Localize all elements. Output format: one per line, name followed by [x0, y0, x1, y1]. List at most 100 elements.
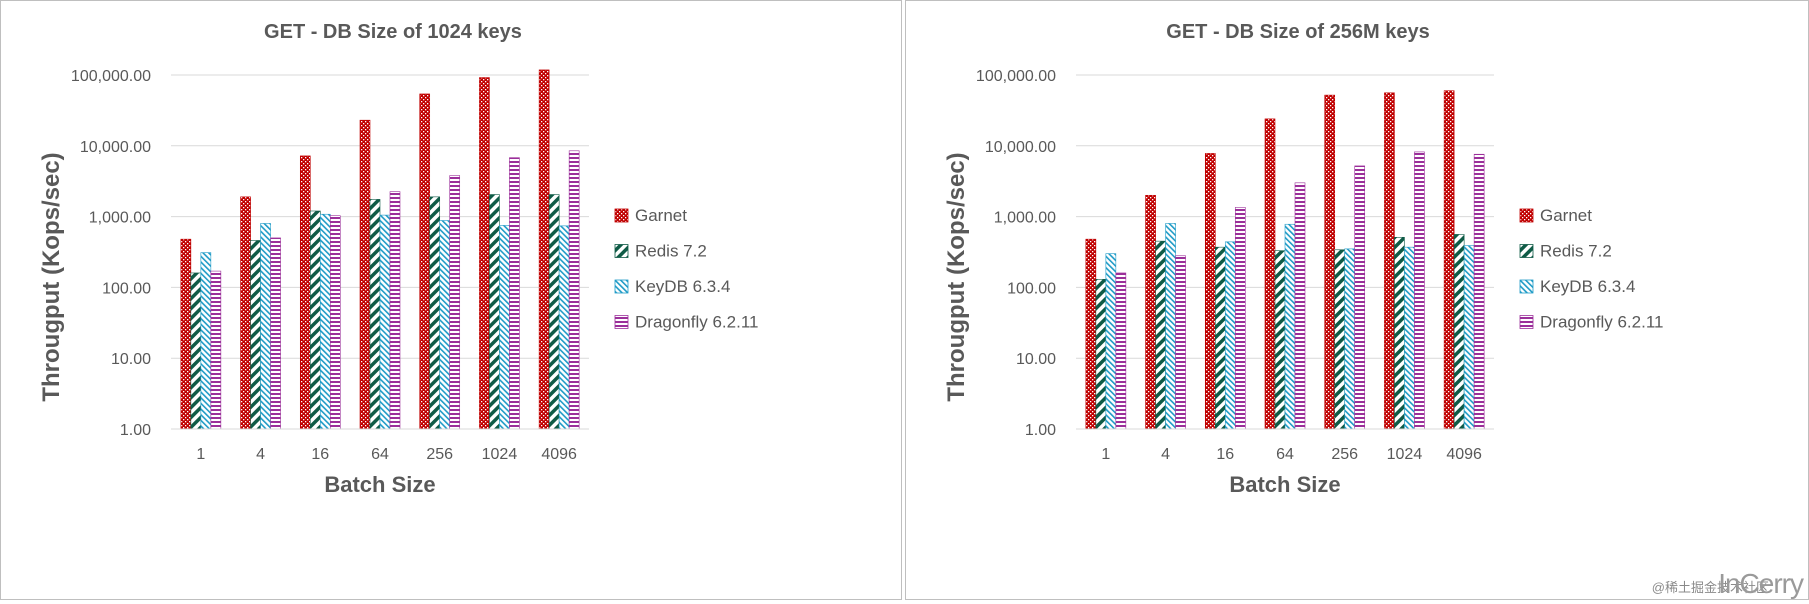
- legend-label-keydb-6-3-4: KeyDB 6.3.4: [635, 277, 730, 296]
- x-tick-label: 4: [1161, 446, 1170, 463]
- bar-keydb-6-3-4-1: [1105, 253, 1117, 430]
- bar-garnet-16: [1204, 153, 1216, 430]
- legend-swatch-dragonfly-6-2-11: [1519, 315, 1534, 329]
- x-tick-label: 1: [1101, 446, 1110, 463]
- legend-swatch-garnet: [1519, 208, 1534, 223]
- bar-keydb-6-3-4-64: [1284, 223, 1296, 430]
- y-tick-label: 100.00: [1007, 280, 1056, 297]
- bar-keydb-6-3-4-4: [1165, 223, 1176, 430]
- bar-redis-7-2-256: [429, 196, 441, 430]
- y-tick-label: 10,000.00: [80, 139, 151, 156]
- y-tick-label: 1.00: [120, 422, 151, 439]
- bar-keydb-6-3-4-1024: [499, 225, 510, 430]
- watermark-text: @稀土掘金技术社区: [1651, 580, 1769, 595]
- legend-label-redis-7-2: Redis 7.2: [1540, 242, 1612, 261]
- bar-redis-7-2-256: [1334, 249, 1346, 430]
- bar-redis-7-2-1: [190, 272, 202, 430]
- bar-redis-7-2-4096: [548, 194, 560, 430]
- y-tick-label: 100,000.00: [71, 68, 151, 85]
- y-tick-label: 1,000.00: [89, 210, 151, 227]
- bar-dragonfly-6-2-11-64: [1294, 182, 1306, 430]
- legend-label-redis-7-2: Redis 7.2: [635, 242, 707, 261]
- legend-label-keydb-6-3-4: KeyDB 6.3.4: [1540, 277, 1635, 296]
- chart-title: GET - DB Size of 256M keys: [1166, 21, 1429, 43]
- bar-keydb-6-3-4-4: [260, 223, 271, 430]
- bar-dragonfly-6-2-11-64: [389, 191, 401, 430]
- y-tick-label: 10.00: [1016, 351, 1056, 368]
- bar-garnet-1024: [1384, 92, 1395, 430]
- bar-garnet-256: [1324, 94, 1336, 430]
- bar-keydb-6-3-4-256: [1344, 248, 1356, 430]
- bar-garnet-4096: [538, 69, 550, 430]
- bar-garnet-4096: [1443, 90, 1455, 430]
- y-tick-label: 100.00: [102, 280, 151, 297]
- chart-title: GET - DB Size of 1024 keys: [264, 21, 522, 43]
- x-axis-label: Batch Size: [324, 472, 435, 497]
- y-axis-label: Througput (Kops/sec): [38, 152, 65, 401]
- chart-panel-256m-keys: GET - DB Size of 256M keys 1.00 10.00 100.0…: [905, 0, 1809, 600]
- bar-redis-7-2-4: [1155, 240, 1166, 430]
- legend-swatch-redis-7-2: [1519, 244, 1534, 258]
- y-tick-label: 1,000.00: [994, 210, 1056, 227]
- x-tick-label: 256: [426, 446, 453, 463]
- bar-dragonfly-6-2-11-256: [1354, 165, 1366, 430]
- legend-swatch-keydb-6-3-4: [1519, 279, 1534, 294]
- bar-keydb-6-3-4-1: [200, 252, 212, 430]
- bar-dragonfly-6-2-11-1024: [1414, 151, 1425, 430]
- y-tick-label: 1.00: [1025, 422, 1056, 439]
- bar-dragonfly-6-2-11-4: [1175, 255, 1186, 430]
- x-tick-label: 1024: [482, 446, 518, 463]
- bar-garnet-1: [180, 238, 192, 430]
- bar-garnet-4: [1145, 194, 1156, 430]
- x-tick-label: 64: [371, 446, 389, 463]
- bar-keydb-6-3-4-16: [1224, 241, 1236, 430]
- bar-redis-7-2-16: [1214, 246, 1226, 430]
- chart-svg-256m-keys: GET - DB Size of 256M keys 1.00 10.00 100.0…: [943, 21, 1663, 497]
- bar-garnet-1024: [479, 77, 490, 430]
- bar-garnet-64: [359, 119, 371, 430]
- bar-redis-7-2-1024: [489, 194, 500, 430]
- x-tick-label: 16: [1216, 446, 1234, 463]
- bar-garnet-256: [419, 93, 431, 430]
- bar-dragonfly-6-2-11-16: [1234, 207, 1246, 430]
- legend-label-garnet: Garnet: [1540, 206, 1592, 225]
- chart-svg-1024-keys: GET - DB Size of 1024 keys 1.00 10.00 100.0…: [38, 21, 758, 497]
- bar-redis-7-2-64: [1274, 250, 1286, 430]
- bar-redis-7-2-4096: [1453, 234, 1465, 430]
- chart-panel-1024-keys: GET - DB Size of 1024 keys 1.00 10.00 100.0…: [0, 0, 902, 600]
- x-tick-label: 1024: [1387, 446, 1423, 463]
- bar-dragonfly-6-2-11-1: [210, 270, 222, 430]
- x-tick-label: 4096: [1446, 446, 1482, 463]
- legend-label-dragonfly-6-2-11: Dragonfly 6.2.11: [1540, 313, 1663, 332]
- bar-dragonfly-6-2-11-1024: [509, 157, 520, 430]
- legend-label-garnet: Garnet: [635, 206, 687, 225]
- x-tick-label: 16: [311, 446, 329, 463]
- bar-keydb-6-3-4-4096: [1463, 245, 1475, 430]
- bar-garnet-4: [240, 196, 251, 430]
- bar-garnet-16: [299, 155, 311, 430]
- bar-keydb-6-3-4-1024: [1404, 246, 1415, 430]
- bar-dragonfly-6-2-11-4096: [568, 150, 580, 430]
- watermark-logo: InCerry: [1718, 568, 1804, 599]
- y-tick-label: 10,000.00: [985, 139, 1056, 156]
- bar-dragonfly-6-2-11-1: [1115, 272, 1127, 430]
- legend-swatch-garnet: [614, 208, 629, 223]
- bar-keydb-6-3-4-16: [319, 213, 331, 430]
- x-tick-label: 1: [196, 446, 205, 463]
- bar-redis-7-2-64: [369, 199, 381, 430]
- bar-redis-7-2-1024: [1394, 237, 1405, 430]
- bar-garnet-64: [1264, 118, 1276, 430]
- y-axis-label: Througput (Kops/sec): [943, 152, 970, 401]
- bar-dragonfly-6-2-11-4: [270, 237, 281, 430]
- x-tick-label: 4: [256, 446, 265, 463]
- legend-swatch-redis-7-2: [614, 244, 629, 258]
- y-tick-label: 10.00: [111, 351, 151, 368]
- y-tick-label: 100,000.00: [976, 68, 1056, 85]
- bar-garnet-1: [1085, 238, 1097, 430]
- bar-keydb-6-3-4-64: [379, 214, 391, 430]
- bar-redis-7-2-1: [1095, 279, 1107, 430]
- bar-keydb-6-3-4-4096: [558, 225, 570, 430]
- bar-dragonfly-6-2-11-16: [329, 215, 341, 430]
- x-tick-label: 256: [1331, 446, 1358, 463]
- x-tick-label: 64: [1276, 446, 1294, 463]
